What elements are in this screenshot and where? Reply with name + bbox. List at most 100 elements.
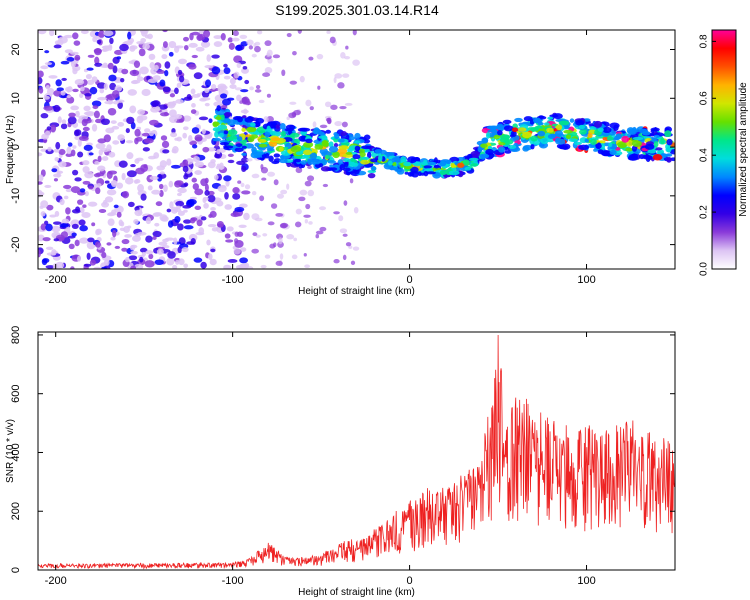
- noise-blob: [240, 41, 248, 47]
- noise-blob: [65, 153, 73, 158]
- figure-title: S199.2025.301.03.14.R14: [275, 2, 439, 18]
- ridge-blob: [226, 119, 236, 126]
- noise-blob: [93, 173, 101, 178]
- ridge-blob: [367, 173, 376, 179]
- noise-blob: [166, 257, 175, 266]
- x-axis-label: Height of straight line (km): [298, 587, 415, 598]
- noise-blob: [112, 65, 118, 74]
- ridge-blob: [485, 148, 494, 156]
- noise-blob: [169, 109, 177, 117]
- noise-blob: [114, 245, 121, 249]
- noise-blob: [248, 45, 254, 50]
- noise-blob: [224, 233, 231, 239]
- colorbar-tick-label: 0.4: [699, 148, 710, 162]
- noise-blob: [299, 189, 308, 196]
- noise-blob: [127, 89, 138, 96]
- noise-blob: [339, 105, 347, 110]
- noise-blob: [147, 78, 158, 84]
- noise-blob: [246, 39, 254, 46]
- noise-blob: [345, 45, 349, 50]
- noise-blob: [192, 183, 200, 191]
- noise-blob: [326, 30, 331, 34]
- ridge-blob: [497, 146, 506, 153]
- noise-blob: [134, 263, 144, 269]
- noise-blob: [124, 177, 134, 185]
- noise-blob: [173, 208, 182, 213]
- noise-blob: [255, 234, 261, 238]
- noise-blob: [220, 33, 226, 41]
- noise-blob: [55, 141, 61, 150]
- noise-blob: [286, 32, 292, 38]
- noise-blob: [151, 189, 161, 195]
- ridge-blob: [647, 149, 657, 154]
- snr-series-line: [38, 334, 675, 570]
- noise-blob: [304, 219, 309, 224]
- y-tick-label: 10: [10, 92, 22, 104]
- noise-blob: [118, 160, 128, 168]
- noise-blob: [120, 221, 125, 227]
- ridge-blob: [258, 138, 267, 143]
- noise-blob: [51, 168, 58, 173]
- noise-blob: [114, 85, 123, 92]
- ridge-blob: [370, 158, 380, 163]
- noise-blob: [182, 159, 189, 167]
- noise-blob: [159, 171, 165, 175]
- ridge-blob: [650, 127, 660, 132]
- noise-blob: [106, 170, 113, 179]
- noise-blob: [223, 175, 232, 182]
- noise-blob: [239, 257, 248, 264]
- noise-blob: [58, 36, 68, 44]
- ridge-blob: [595, 143, 602, 149]
- noise-blob: [270, 203, 278, 209]
- ridge-blob: [407, 156, 418, 164]
- spectrogram-image: [38, 30, 675, 269]
- ridge-blob: [328, 146, 339, 153]
- noise-blob: [72, 88, 79, 93]
- noise-blob: [133, 218, 139, 225]
- ridge-blob: [353, 168, 360, 175]
- ridge-blob: [426, 161, 437, 166]
- noise-blob: [191, 31, 200, 36]
- ridge-blob: [271, 160, 280, 164]
- ridge-blob: [568, 138, 579, 143]
- noise-blob: [348, 245, 353, 249]
- ridge-blob: [504, 150, 512, 154]
- ridge-blob: [554, 130, 564, 136]
- noise-blob: [243, 212, 250, 221]
- noise-blob: [213, 35, 223, 40]
- noise-blob: [183, 173, 189, 180]
- ridge-blob: [293, 138, 301, 144]
- noise-blob: [353, 206, 359, 214]
- noise-blob: [177, 69, 183, 75]
- noise-blob: [306, 175, 315, 182]
- noise-blob: [67, 231, 73, 236]
- ridge-blob: [587, 132, 593, 139]
- noise-blob: [44, 184, 52, 188]
- noise-blob: [149, 175, 159, 181]
- noise-blob: [162, 149, 170, 154]
- noise-blob: [122, 190, 130, 199]
- ridge-blob: [498, 142, 506, 146]
- ridge-blob: [251, 149, 258, 155]
- noise-blob: [68, 112, 76, 118]
- ridge-blob: [502, 119, 512, 125]
- ridge-blob: [359, 151, 366, 158]
- ridge-blob: [300, 160, 307, 165]
- noise-blob: [129, 45, 136, 52]
- noise-blob: [183, 225, 194, 230]
- noise-blob: [38, 249, 41, 258]
- noise-blob: [324, 101, 332, 108]
- noise-blob: [145, 250, 154, 255]
- noise-blob: [229, 84, 237, 90]
- noise-blob: [91, 100, 102, 107]
- ridge-blob: [242, 115, 247, 119]
- noise-blob: [142, 147, 150, 152]
- noise-blob: [38, 191, 45, 197]
- noise-blob: [177, 223, 184, 231]
- noise-blob: [43, 95, 50, 100]
- noise-blob: [244, 79, 250, 85]
- noise-blob: [216, 163, 221, 168]
- ridge-blob: [227, 129, 238, 136]
- ridge-blob: [540, 137, 549, 145]
- ridge-blob: [224, 111, 232, 117]
